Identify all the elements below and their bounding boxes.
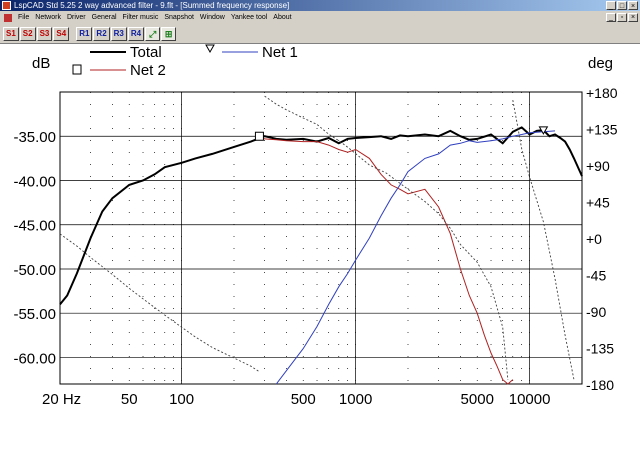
sheet-s3-button[interactable]: S3 [36,27,53,41]
series-line-net-2 [259,135,514,385]
maximize-button[interactable]: □ [617,1,627,10]
toolbar-separator [70,27,75,41]
legend-net-2-marker [72,64,82,75]
menu-file[interactable]: File [18,14,30,21]
menu-driver[interactable]: Driver [66,14,86,21]
legend-net-1-label: Net 1 [262,44,298,61]
menu-filter-music[interactable]: Filter music [122,14,159,21]
app-icon [2,1,11,10]
result-r3-button[interactable]: R3 [110,27,127,41]
y-right-tick-label: +90 [586,158,610,174]
net-2-marker [254,131,264,141]
y-right-tick-label: +180 [586,85,618,101]
x-tick-label: 20 Hz [42,391,81,408]
sheet-s1-button[interactable]: S1 [3,27,19,41]
y-right-tick-label: +45 [586,195,610,211]
menu-snapshot[interactable]: Snapshot [164,14,194,21]
x-tick-label: 10000 [509,391,551,408]
y-tick-label: -50.00 [13,262,56,279]
fit-tool-icon[interactable]: ⊞ [161,27,177,41]
series-line-net-1 [275,130,556,385]
toolbar: S1 S2 S3 S4 R1 R2 R3 R4 ⤢ ⊞ [0,25,640,44]
document-icon [4,14,12,22]
net-1-marker [538,126,549,135]
title-bar: LspCAD Std 5.25 2 way advanced filter - … [0,0,640,11]
menu-network[interactable]: Network [35,14,61,21]
x-tick-label: 5000 [461,391,494,408]
y-right-tick-label: -135 [586,341,614,357]
legend-total-label: Total [130,44,162,61]
mdi-minimize-button[interactable]: _ [606,13,616,22]
phase-line [264,95,509,380]
y-right-tick-label: -180 [586,377,614,393]
y-right-tick-label: +0 [586,231,602,247]
x-tick-label: 100 [169,391,194,408]
x-tick-label: 1000 [339,391,372,408]
y-tick-label: -35.00 [13,129,56,146]
y-tick-label: -40.00 [13,173,56,190]
y-right-tick-label: +135 [586,122,618,138]
zoom-tool-icon[interactable]: ⤢ [145,27,161,41]
menu-general[interactable]: General [91,14,117,21]
legend-net-1-marker [205,44,215,54]
series-line-total [59,126,583,306]
menu-bar: File Network Driver General Filter music… [0,11,640,25]
legend-net-2-label: Net 2 [130,62,166,79]
menu-about[interactable]: About [273,14,292,21]
result-r1-button[interactable]: R1 [76,27,93,41]
chart-svg: -35.00 -40.00 -45.00 -50.00 -55.00 -60.00 +180… [13,44,618,408]
y-right-tick-label: -45 [586,268,606,284]
window-title: LspCAD Std 5.25 2 way advanced filter - … [14,1,290,10]
frequency-response-plot: -35.00 -40.00 -45.00 -50.00 -55.00 -60.00 +180… [0,44,640,465]
window-controls: _ □ × [606,1,638,10]
y-tick-label: -60.00 [13,350,56,367]
plot-frame [59,91,583,385]
mdi-close-button[interactable]: × [628,13,638,22]
y-tick-label: -45.00 [13,218,56,235]
result-r2-button[interactable]: R2 [93,27,110,41]
phase-line [512,100,575,380]
sheet-s2-button[interactable]: S2 [19,27,36,41]
minimize-button[interactable]: _ [606,1,616,10]
y-tick-label: -55.00 [13,306,56,323]
mdi-restore-button[interactable]: ▫ [617,13,627,22]
y-right-axis-label: deg [588,55,613,72]
menu-window[interactable]: Window [199,14,225,21]
x-tick-label: 50 [121,391,138,408]
mdi-controls: _ ▫ × [606,13,638,22]
y-right-tick-label: -90 [586,304,606,320]
y-axis-label: dB [32,55,50,72]
phase-line [59,233,260,373]
menu-yankee-tool[interactable]: Yankee tool [230,14,268,21]
result-r4-button[interactable]: R4 [127,27,145,41]
sheet-s4-button[interactable]: S4 [53,27,70,41]
close-button[interactable]: × [628,1,638,10]
x-tick-label: 500 [291,391,316,408]
